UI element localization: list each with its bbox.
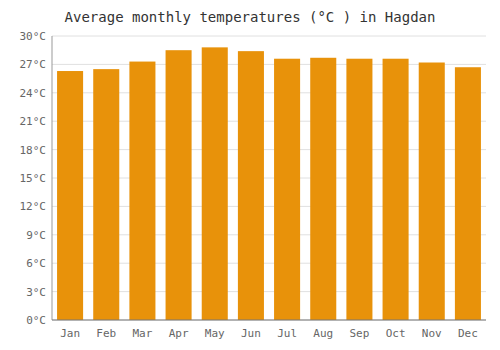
bar [310,58,336,320]
x-tick-label: Jan [60,327,80,340]
bar [93,69,119,320]
bar [419,63,445,320]
y-ticks: 0°C 3°C 6°C 9°C 12°C 15°C 18°C 21°C 24°C 27°C 30°C [20,30,47,327]
x-tick-label: Feb [96,327,116,340]
x-tick-label: Apr [169,327,189,340]
x-tick-label: Nov [422,327,442,340]
x-tick-label: Jun [241,327,261,340]
grid-line [52,36,486,37]
bar [57,71,83,320]
x-tick-label: Jul [277,327,297,340]
bar [129,62,155,320]
bar [238,51,264,320]
y-tick-label: 15°C [20,172,47,185]
y-tick-label: 27°C [20,58,47,71]
y-tick-label: 6°C [26,257,46,270]
bars [57,47,481,320]
y-tick-label: 9°C [26,229,46,242]
bar [346,59,372,320]
bar [202,47,228,320]
bar [166,50,192,320]
grid [52,36,486,320]
x-tick-label: Aug [313,327,333,340]
bar [274,59,300,320]
bar [455,67,481,320]
x-tick-label: Sep [349,327,369,340]
y-tick-label: 21°C [20,115,47,128]
x-tick-label: Mar [132,327,152,340]
x-tick-label: Oct [386,327,406,340]
y-tick-label: 12°C [20,200,47,213]
y-tick-label: 0°C [26,314,46,327]
x-tick-label: Dec [458,327,478,340]
x-tick-label: May [205,327,225,340]
bar [383,59,409,320]
y-tick-label: 3°C [26,286,46,299]
y-axis-line [52,36,53,320]
title: Average monthly temperatures (°C ) in Ha… [65,9,436,25]
chart: Average monthly temperatures (°C ) in Ha… [0,0,500,350]
x-axis-line [52,320,486,321]
grid-line [52,320,486,321]
y-tick-label: 24°C [20,87,47,100]
x-ticks: Jan Feb Mar Apr May Jun Jul Aug Sep Oct Nov Dec [60,327,478,340]
y-tick-label: 30°C [20,30,47,43]
y-tick-label: 18°C [20,144,47,157]
